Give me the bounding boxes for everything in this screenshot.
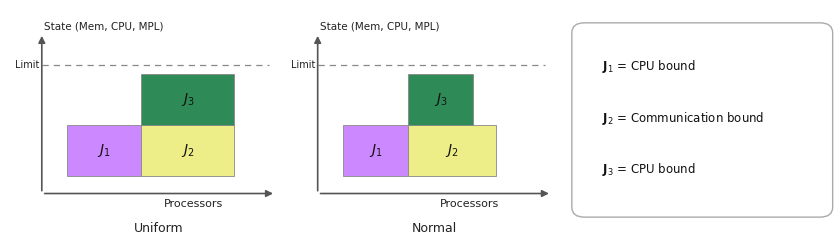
Bar xyxy=(141,74,234,125)
Text: State (Mem, CPU, MPL): State (Mem, CPU, MPL) xyxy=(44,21,164,31)
Text: Limit: Limit xyxy=(15,60,39,70)
Text: $\mathbf{J}_3$ = CPU bound: $\mathbf{J}_3$ = CPU bound xyxy=(602,161,696,178)
Text: $\mathbf{J}_2$ = Communication bound: $\mathbf{J}_2$ = Communication bound xyxy=(602,110,764,126)
Text: State (Mem, CPU, MPL): State (Mem, CPU, MPL) xyxy=(320,21,440,31)
Text: J$_3$: J$_3$ xyxy=(181,91,195,108)
Bar xyxy=(67,125,141,176)
Text: Processors: Processors xyxy=(440,199,499,209)
Bar xyxy=(408,125,496,176)
FancyBboxPatch shape xyxy=(572,23,833,217)
Bar xyxy=(141,125,234,176)
Text: Limit: Limit xyxy=(291,60,315,70)
Text: Normal: Normal xyxy=(412,222,457,235)
Bar xyxy=(408,74,473,125)
Bar xyxy=(343,125,408,176)
Text: Uniform: Uniform xyxy=(134,222,184,235)
Text: Processors: Processors xyxy=(164,199,223,209)
Text: J$_1$: J$_1$ xyxy=(98,142,111,159)
Text: J$_1$: J$_1$ xyxy=(369,142,383,159)
Text: $\mathbf{J}_1$ = CPU bound: $\mathbf{J}_1$ = CPU bound xyxy=(602,58,696,75)
Text: J$_2$: J$_2$ xyxy=(181,142,195,159)
Text: J$_2$: J$_2$ xyxy=(446,142,459,159)
Text: J$_3$: J$_3$ xyxy=(434,91,447,108)
